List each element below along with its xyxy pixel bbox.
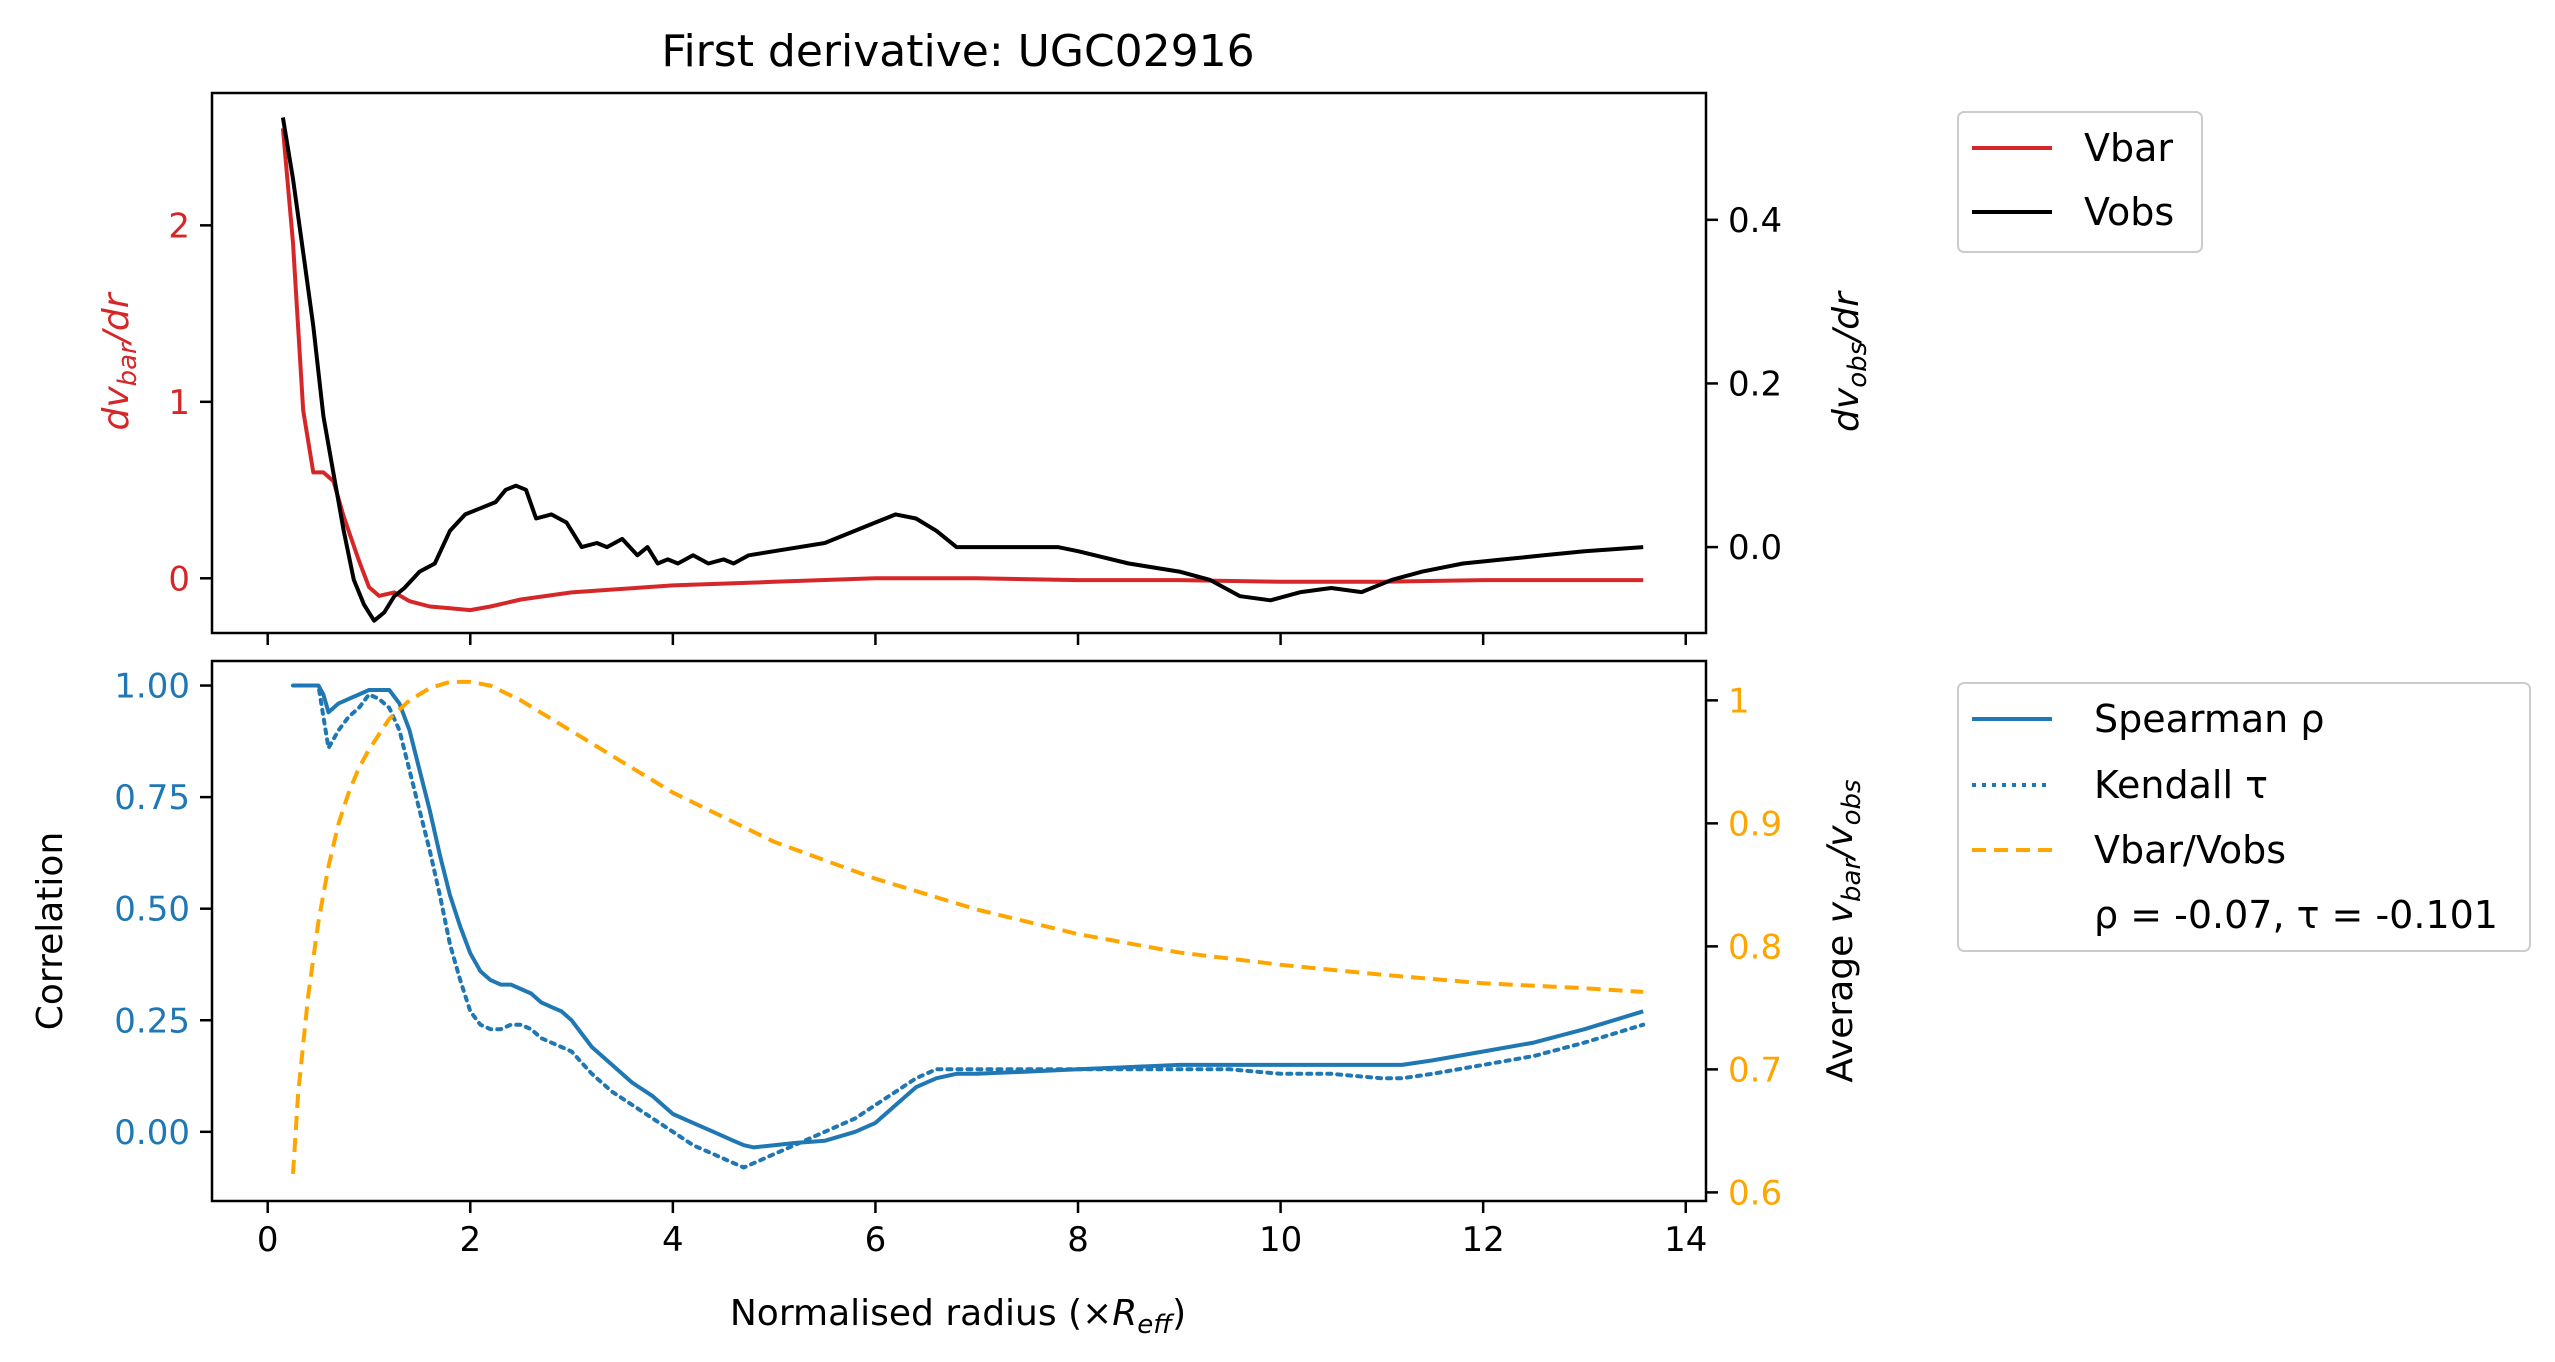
legend-label-spearman: Spearman ρ: [2094, 697, 2324, 741]
bottom-left-tick-label: 0.50: [114, 890, 190, 930]
top-chart-frame: [210, 91, 1708, 635]
top-right-tick-label: 0.0: [1728, 528, 1782, 568]
bottom-x-tick-label: 4: [662, 1220, 684, 1260]
top-right-tick-label: 0.2: [1728, 364, 1782, 404]
bottom-x-tick-label: 6: [865, 1220, 887, 1260]
bottom-right-tick-label: 0.7: [1728, 1050, 1782, 1090]
bottom-left-axis-label: Correlation: [30, 832, 71, 1031]
top-right-ticks: 0.0 0.2 0.4: [1706, 201, 1782, 568]
bottom-left-tick-label: 0.75: [114, 778, 190, 818]
top-left-tick-label: 1: [168, 383, 190, 423]
top-series-layer: [280, 117, 1644, 623]
legend-label-vbar: Vbar: [2084, 126, 2173, 170]
bottom-series-line-vbar-vobs: [291, 679, 1644, 1175]
bottom-x-ticks: 0 2 4 6 8 10 12 14: [257, 1201, 1707, 1260]
bottom-x-tick-label: 12: [1462, 1220, 1505, 1260]
top-series-line-vbar: [280, 128, 1644, 613]
bottom-series-line-kendall-: [291, 683, 1646, 1170]
bottom-right-tick-label: 0.9: [1728, 804, 1782, 844]
bottom-right-tick-label: 1: [1728, 681, 1750, 721]
bottom-x-axis-label: Normalised radius (×Reff): [730, 1293, 1186, 1340]
bottom-chart: 0 2 4 6 8 10 12 14 0.000.250.500.751.00 0.60.70…: [30, 659, 2531, 1340]
bottom-chart-frame: [210, 659, 1708, 1203]
top-left-tick-label: 0: [168, 559, 190, 599]
bottom-series-line-spearman-: [293, 683, 1644, 1150]
bottom-x-tick-label: 2: [459, 1220, 481, 1260]
legend-label-ratio: Vbar/Vobs: [2094, 828, 2286, 872]
top-chart: First derivative: UGC02916 0 1 2 0.0 0.2 0.4…: [96, 26, 2203, 645]
bottom-left-tick-label: 0.25: [114, 1001, 190, 1041]
bottom-left-tick-label: 0.00: [114, 1113, 190, 1153]
bottom-series-layer: [291, 679, 1646, 1175]
bottom-x-tick-label: 0: [257, 1220, 279, 1260]
top-left-tick-label: 2: [168, 206, 190, 246]
top-series-line-vobs: [280, 117, 1644, 623]
top-right-tick-label: 0.4: [1728, 201, 1782, 241]
bottom-x-tick-label: 10: [1259, 1220, 1302, 1260]
top-chart-title: First derivative: UGC02916: [661, 26, 1254, 77]
bottom-legend: Spearman ρ Kendall τ Vbar/Vobs ρ = -0.07…: [1957, 682, 2531, 952]
top-legend: Vbar Vobs: [1957, 111, 2203, 253]
bottom-left-ticks: 0.00 0.25 0.50 0.75 1.00: [114, 667, 212, 1153]
bottom-right-tick-label: 0.6: [1728, 1173, 1782, 1213]
top-right-axis-label: dvobs/dr: [1826, 290, 1873, 432]
legend-label-vobs: Vobs: [2084, 190, 2174, 234]
bottom-x-tick-label: 8: [1067, 1220, 1089, 1260]
bottom-right-tick-label: 0.8: [1728, 927, 1782, 967]
top-x-ticks: [266, 633, 1687, 645]
bottom-right-axis-label: Average vbar/vobs: [1820, 779, 1867, 1082]
legend-annotation: ρ = -0.07, τ = -0.101: [2094, 893, 2498, 937]
top-left-ticks: 0 1 2: [168, 206, 212, 599]
bottom-right-ticks: 0.6 0.7 0.8 0.9 1: [1706, 681, 1782, 1213]
bottom-x-tick-label: 14: [1664, 1220, 1707, 1260]
top-left-axis-label: dvbar/dr: [96, 291, 143, 430]
legend-label-kendall: Kendall τ: [2094, 763, 2268, 807]
bottom-legend-box: [1957, 682, 2531, 952]
bottom-left-tick-label: 1.00: [114, 667, 190, 707]
